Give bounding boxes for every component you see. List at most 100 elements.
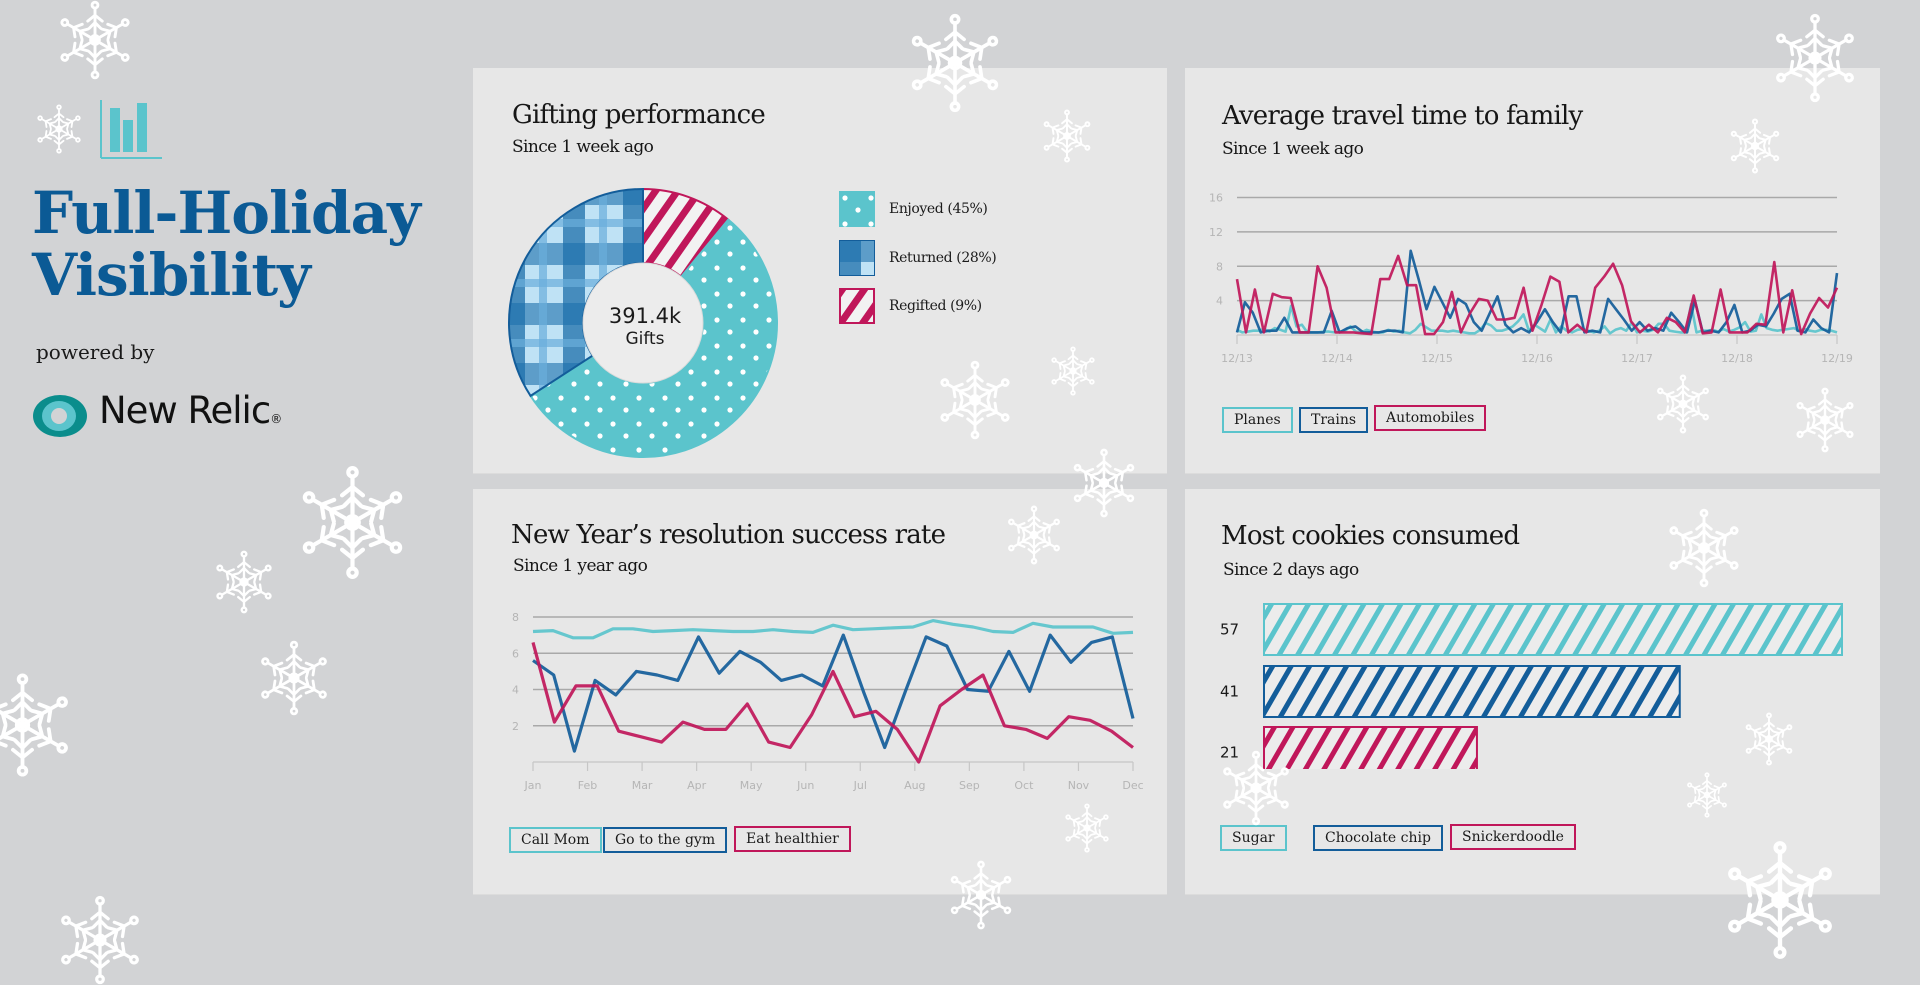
x-tick-label: Sep bbox=[959, 779, 980, 792]
x-tick-label: Dec bbox=[1122, 779, 1143, 792]
y-tick-label: 4 bbox=[1216, 295, 1223, 308]
x-tick-label: 12/15 bbox=[1421, 352, 1453, 365]
snowflake-icon bbox=[1727, 116, 1783, 176]
snowflake-icon bbox=[0, 665, 75, 785]
snowflake-icon bbox=[1684, 772, 1730, 818]
snowflake-icon bbox=[1720, 840, 1840, 960]
y-tick-label: 16 bbox=[1209, 192, 1223, 205]
x-tick-label: Feb bbox=[578, 779, 597, 792]
bar-value-label: 41 bbox=[1220, 683, 1239, 701]
cookies-panel: Most cookies consumed Since 2 days ago 5… bbox=[1185, 489, 1880, 894]
legend-toggle-eat-healthier[interactable]: Eat healthier bbox=[734, 826, 851, 852]
brand-title: Full-Holiday Visibility bbox=[32, 179, 421, 309]
legend-toggle-chocolate-chip[interactable]: Chocolate chip bbox=[1313, 825, 1443, 851]
y-tick-label: 8 bbox=[1216, 260, 1223, 273]
y-tick-label: 8 bbox=[512, 611, 519, 624]
brand-title-line1: Full-Holiday bbox=[32, 179, 421, 247]
snowflake-icon bbox=[946, 856, 1016, 934]
x-tick-label: 12/16 bbox=[1521, 352, 1553, 365]
cookies-bar-chart: 57 41 21 bbox=[1220, 603, 1843, 769]
resolutions-line-chart: 2 4 6 8 Jan Feb Mar Apr May Jun Jul Aug Sep Oct Nov Dec bbox=[512, 611, 1144, 792]
donut-center-value: 391.4k bbox=[608, 304, 682, 328]
x-tick-label: May bbox=[740, 779, 763, 792]
x-tick-label: Oct bbox=[1014, 779, 1034, 792]
snowflake-icon bbox=[1002, 505, 1066, 565]
donut-hole bbox=[582, 262, 704, 384]
y-tick-label: 12 bbox=[1209, 226, 1223, 239]
x-tick-label: 12/17 bbox=[1621, 352, 1653, 365]
snowflake-icon bbox=[1040, 106, 1094, 166]
y-tick-label: 6 bbox=[512, 647, 519, 660]
snowflake-icon bbox=[905, 8, 1005, 118]
bar-chart-logo-icon bbox=[100, 100, 162, 159]
snowflake-icon bbox=[1218, 750, 1294, 826]
panel-title: Most cookies consumed bbox=[1221, 521, 1520, 551]
series-line-call-mom[interactable] bbox=[532, 619, 1134, 640]
legend-toggle-call-mom[interactable]: Call Mom bbox=[509, 827, 602, 853]
legend-item-enjoyed[interactable]: Enjoyed (45%) bbox=[839, 191, 988, 227]
snowflake-icon bbox=[256, 640, 332, 716]
panel-title: New Year’s resolution success rate bbox=[511, 520, 946, 550]
donut-center-label: Gifts bbox=[625, 329, 665, 349]
x-tick-label: Jan bbox=[524, 779, 542, 792]
legend-label: Regifted (9%) bbox=[889, 298, 982, 314]
legend-toggle-automobiles[interactable]: Automobiles bbox=[1374, 405, 1487, 431]
snowflake-icon bbox=[40, 0, 150, 80]
legend-toggle-go-to-the-gym[interactable]: Go to the gym bbox=[603, 827, 728, 853]
x-tick-label: Jun bbox=[796, 779, 814, 792]
x-tick-label: Apr bbox=[687, 779, 707, 792]
snowflake-icon bbox=[1048, 344, 1098, 398]
snowflake-icon bbox=[55, 895, 145, 985]
panel-title: Gifting performance bbox=[512, 100, 766, 130]
bar-snickerdoodle[interactable] bbox=[1263, 726, 1478, 769]
x-tick-label: 12/18 bbox=[1721, 352, 1753, 365]
legend-toggle-planes[interactable]: Planes bbox=[1222, 407, 1293, 433]
snowflake-icon bbox=[932, 360, 1018, 440]
snowflake-icon bbox=[212, 550, 276, 614]
bar-chocolate-chip[interactable] bbox=[1263, 665, 1681, 718]
panel-subtitle: Since 1 week ago bbox=[512, 137, 654, 157]
bar-sugar[interactable] bbox=[1263, 603, 1843, 656]
gifting-panel: Gifting performance Since 1 week ago 391… bbox=[473, 68, 1167, 473]
new-relic-logo-text: New Relic® bbox=[99, 389, 282, 432]
series-line-eat-healthier[interactable] bbox=[531, 641, 1134, 764]
x-tick-label: 12/14 bbox=[1321, 352, 1353, 365]
series-line-go-to-the-gym[interactable] bbox=[532, 633, 1135, 753]
legend-item-returned[interactable]: Returned (28%) bbox=[839, 240, 997, 276]
registered-mark: ® bbox=[270, 412, 282, 426]
x-tick-label: Mar bbox=[632, 779, 653, 792]
x-tick-label: Nov bbox=[1068, 779, 1090, 792]
bar-value-label: 21 bbox=[1220, 744, 1239, 762]
travel-line-chart: 4 8 12 16 12/13 12/14 12/15 12/16 12/17 12/18 12/1… bbox=[1209, 192, 1853, 366]
x-tick-label: Jul bbox=[853, 779, 867, 792]
snowflake-icon bbox=[1742, 711, 1796, 767]
x-tick-label: 12/19 bbox=[1821, 352, 1853, 365]
legend-toggle-sugar[interactable]: Sugar bbox=[1220, 825, 1287, 851]
x-tick-label: Aug bbox=[904, 779, 925, 792]
polka-dot-swatch-icon bbox=[839, 191, 875, 227]
panel-subtitle: Since 2 days ago bbox=[1223, 560, 1359, 580]
plaid-swatch-icon bbox=[839, 240, 875, 276]
y-tick-label: 2 bbox=[512, 720, 519, 733]
y-tick-label: 4 bbox=[512, 684, 519, 697]
snowflake-icon bbox=[1062, 800, 1112, 856]
snowflake-icon bbox=[1770, 10, 1860, 106]
x-tick-label: 12/13 bbox=[1221, 352, 1253, 365]
legend-toggle-trains[interactable]: Trains bbox=[1299, 407, 1369, 433]
snowflake-icon bbox=[1792, 386, 1858, 454]
panel-subtitle: Since 1 year ago bbox=[513, 556, 648, 576]
panel-title: Average travel time to family bbox=[1222, 101, 1583, 131]
legend-toggle-snickerdoodle[interactable]: Snickerdoodle bbox=[1450, 824, 1576, 850]
resolutions-panel: New Year’s resolution success rate Since… bbox=[473, 489, 1167, 894]
logo-wordmark: New Relic bbox=[99, 389, 271, 432]
series-line-automobiles[interactable] bbox=[1235, 254, 1839, 336]
series-line-trains[interactable] bbox=[1235, 249, 1839, 334]
snowflake-icon bbox=[1662, 508, 1746, 588]
snowflake-icon bbox=[1650, 374, 1716, 434]
powered-by-label: powered by bbox=[36, 340, 155, 364]
new-relic-logo-icon bbox=[33, 395, 87, 437]
legend-item-regifted[interactable]: Regifted (9%) bbox=[839, 288, 982, 324]
panel-subtitle: Since 1 week ago bbox=[1222, 139, 1364, 159]
brand-title-line2: Visibility bbox=[32, 241, 311, 309]
legend-label: Enjoyed (45%) bbox=[889, 201, 988, 217]
